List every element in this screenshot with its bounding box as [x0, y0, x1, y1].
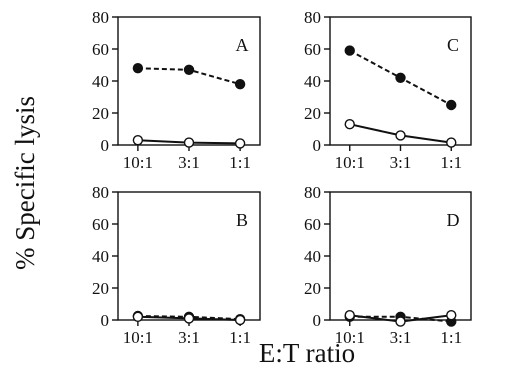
x-tick-label: 10:1 — [335, 328, 365, 347]
data-point-open-circle — [395, 316, 406, 327]
data-point-filled-circle — [183, 64, 195, 76]
y-tick-label: 0 — [101, 136, 110, 155]
x-tick-label: 10:1 — [335, 153, 365, 172]
y-tick-label: 40 — [304, 247, 321, 266]
x-tick-label: 1:1 — [229, 328, 251, 347]
y-tick-label: 80 — [92, 8, 109, 27]
panel-a: 0 20 40 60 80 10:1 3:1 1:1 A — [92, 8, 261, 172]
y-tick-label: 60 — [92, 215, 109, 234]
data-point-filled-circle — [132, 62, 144, 74]
data-point-open-circle — [344, 118, 355, 130]
panel-b: 0 20 40 60 80 10:1 3:1 1:1 B — [92, 183, 261, 347]
y-tick-label: 20 — [92, 279, 109, 298]
y-tick-label: 60 — [304, 40, 321, 59]
panel-d: 0 20 40 60 80 10:1 3:1 1:1 D — [304, 183, 472, 347]
y-tick-label: 20 — [304, 279, 321, 298]
panel-letter: A — [236, 35, 249, 55]
y-axis-title: % Specific lysis — [10, 96, 40, 270]
y-tick-label: 60 — [304, 215, 321, 234]
panel-c: 0 20 40 60 80 10:1 3:1 1:1 C — [304, 8, 472, 172]
y-tick-label: 0 — [313, 311, 322, 330]
data-point-open-circle — [234, 314, 246, 326]
x-tick-label: 3:1 — [390, 328, 412, 347]
y-tick-label: 0 — [313, 136, 322, 155]
data-point-filled-circle — [234, 78, 246, 90]
data-point-filled-circle — [344, 45, 355, 56]
y-tick-label: 80 — [304, 8, 321, 27]
data-point-filled-circle — [446, 99, 457, 111]
y-tick-label: 80 — [92, 183, 109, 202]
x-axis-title: E:T ratio — [259, 338, 355, 368]
data-point-open-circle — [446, 137, 457, 148]
x-tick-label: 1:1 — [440, 328, 462, 347]
x-tick-label: 1:1 — [229, 153, 251, 172]
y-tick-label: 20 — [304, 104, 321, 123]
data-point-open-circle — [132, 311, 144, 322]
x-tick-label: 10:1 — [123, 328, 153, 347]
y-tick-label: 60 — [92, 40, 109, 59]
y-tick-label: 20 — [92, 104, 109, 123]
panel-letter: C — [447, 35, 459, 55]
data-point-open-circle — [132, 134, 144, 146]
data-point-open-circle — [344, 310, 355, 321]
data-point-filled-circle — [395, 72, 406, 84]
panel-letter: B — [236, 210, 248, 230]
panels: 0 20 40 60 80 10:1 3:1 1:1 A 0 20 40 60 80 10:1 3:1 1:1 C… — [92, 8, 472, 347]
x-tick-label: 1:1 — [440, 153, 462, 172]
data-point-open-circle — [446, 310, 457, 321]
y-tick-label: 40 — [92, 72, 109, 91]
y-tick-label: 40 — [92, 247, 109, 266]
y-tick-label: 0 — [101, 311, 110, 330]
panel-letter: D — [447, 210, 460, 230]
y-tick-label: 40 — [304, 72, 321, 91]
x-tick-label: 10:1 — [123, 153, 153, 172]
x-tick-label: 3:1 — [178, 153, 200, 172]
data-point-open-circle — [183, 137, 195, 148]
x-tick-label: 3:1 — [390, 153, 412, 172]
data-point-open-circle — [183, 313, 195, 324]
y-tick-label: 80 — [304, 183, 321, 202]
data-point-open-circle — [395, 130, 406, 141]
x-tick-label: 3:1 — [178, 328, 200, 347]
data-point-open-circle — [234, 138, 246, 149]
